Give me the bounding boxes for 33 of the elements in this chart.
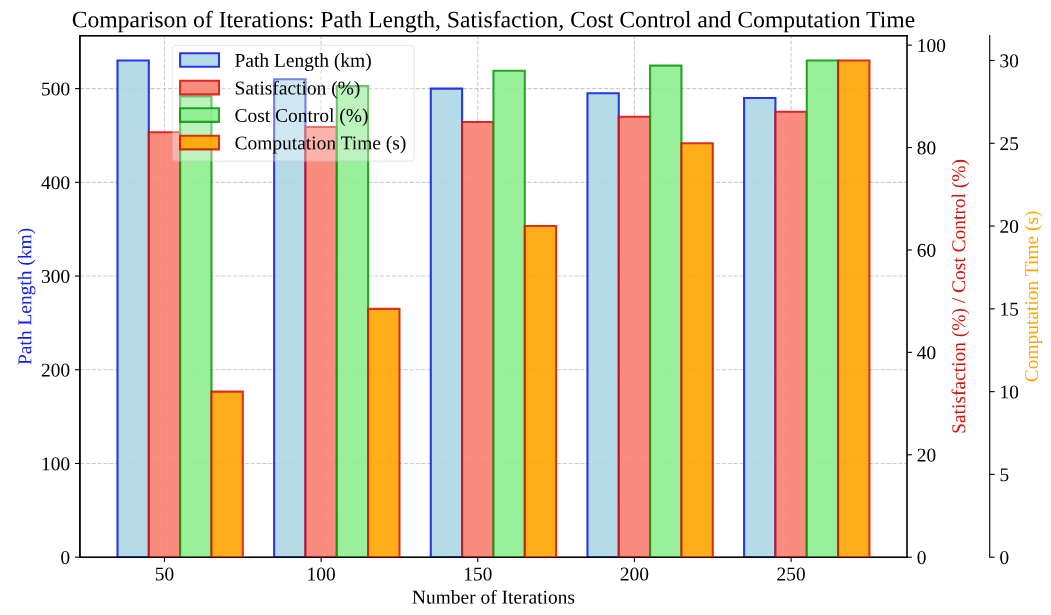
y3-tick-label: 5 (1000, 468, 1009, 482)
y-axis-title: Path Length (km) (17, 228, 36, 365)
y2-tick-label: 80 (917, 141, 936, 155)
x-tick-label: 100 (308, 567, 335, 581)
y-tick-label: 0 (61, 551, 70, 565)
y-tick-label: 500 (42, 82, 70, 96)
y2-tick-label: 0 (917, 551, 926, 565)
y-tick-label: 200 (41, 363, 70, 377)
y3-tick-label: 15 (1001, 302, 1019, 316)
x-tick-label: 200 (620, 567, 649, 581)
legend-label: Path Length (km) (235, 53, 371, 71)
y3-tick-label: 0 (1000, 551, 1009, 565)
chart-title: Comparison of Iterations: Path Length, Satisfaction, Cost Control and Computation Time (72, 10, 915, 33)
y2-tick-label: 20 (917, 448, 936, 462)
x-tick-label: 250 (777, 567, 805, 581)
legend-label: Satisfaction (%) (235, 80, 360, 99)
x-axis-title: Number of Iterations (412, 589, 575, 604)
x-tick-label: 50 (155, 567, 174, 581)
y3-tick-label: 25 (1000, 137, 1019, 151)
y3-tick-label: 10 (1001, 385, 1019, 399)
y-tick-label: 400 (41, 176, 70, 190)
y3-tick-label: 20 (1000, 219, 1019, 233)
legend-label: Cost Control (%) (235, 108, 368, 126)
legend-label: Computation Time (s) (235, 135, 406, 154)
y3-tick-label: 30 (1000, 54, 1019, 68)
y2-tick-label: 40 (917, 346, 936, 360)
y2-axis-title: Satisfaction (%) / Cost Control (%) (951, 159, 970, 433)
y-tick-label: 300 (41, 269, 70, 283)
y3-axis-title: Computation Time (s) (1024, 211, 1043, 382)
y-tick-label: 100 (42, 457, 70, 471)
y2-tick-label: 60 (917, 243, 936, 257)
x-tick-label: 150 (464, 567, 492, 581)
y2-tick-label: 100 (918, 38, 946, 53)
